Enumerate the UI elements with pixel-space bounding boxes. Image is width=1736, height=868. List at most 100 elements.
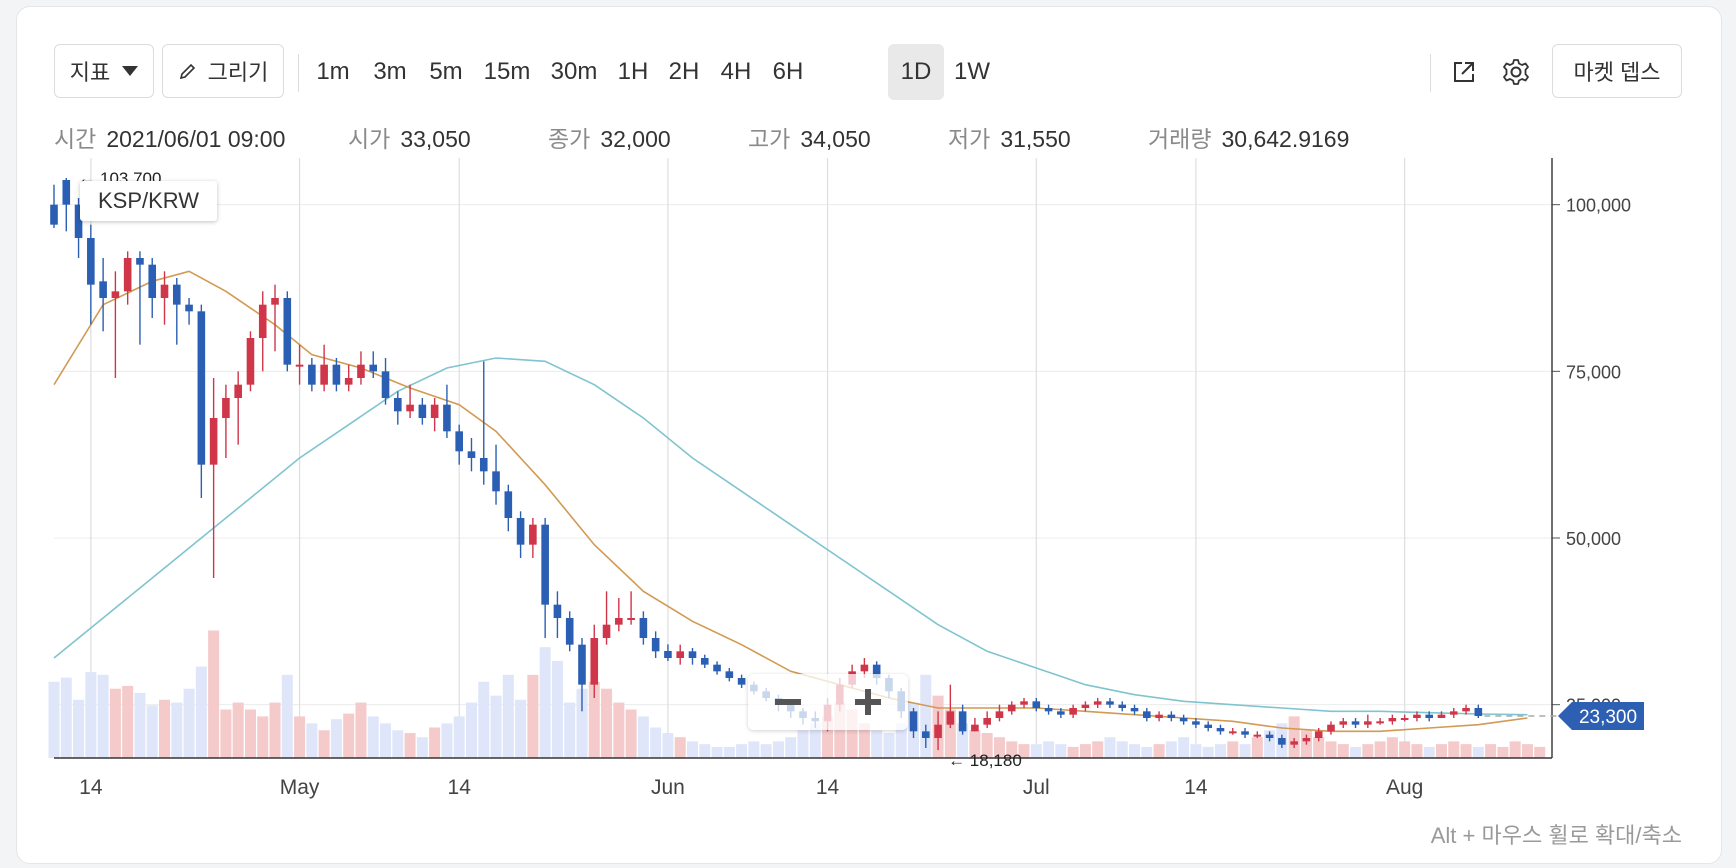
info-low-label: 저가 (948, 126, 991, 152)
info-close-value: 32,000 (600, 126, 671, 152)
candle-body (222, 398, 230, 418)
x-tick-label: 14 (79, 776, 103, 799)
timeframe-15m[interactable]: 15m (474, 44, 540, 100)
volume-bar (404, 733, 416, 758)
candle-body (1364, 721, 1372, 725)
info-volume-label: 거래량 (1148, 126, 1212, 152)
timeframe-1m[interactable]: 1m (304, 44, 362, 100)
candle-body (1278, 738, 1286, 745)
timeframe-6h[interactable]: 6H (762, 44, 814, 100)
candle-body (676, 651, 685, 658)
volume-bar (1043, 741, 1055, 758)
volume-bar (944, 709, 956, 758)
candle-body (295, 364, 304, 367)
zoom-out-button[interactable] (758, 680, 818, 724)
draw-button[interactable]: 그리기 (162, 44, 284, 98)
volume-bar (1055, 744, 1067, 758)
ma-long-line (53, 357, 1528, 716)
candle-body (1290, 741, 1298, 745)
volume-bar (785, 737, 797, 758)
candle-body (1167, 714, 1176, 718)
candle-body (1327, 724, 1335, 732)
volume-bar (60, 677, 72, 758)
market-depth-button[interactable]: 마켓 뎁스 (1552, 44, 1682, 98)
candle-body (725, 671, 734, 678)
candle-body (111, 291, 120, 298)
timeframe-label: 2H (668, 58, 700, 85)
volume-bar (1497, 746, 1509, 758)
x-tick-label: 14 (1184, 776, 1208, 799)
candle-body (1425, 714, 1434, 718)
volume-bar (1325, 741, 1337, 758)
info-high-label: 고가 (748, 126, 791, 152)
candle-body (1376, 721, 1384, 724)
volume-bar (772, 741, 784, 758)
volume-bar (846, 709, 858, 758)
gear-icon (1503, 59, 1529, 85)
volume-bar (1362, 744, 1374, 758)
volume-bar (1374, 741, 1386, 758)
candle-body (381, 371, 390, 398)
candle-body (504, 491, 513, 518)
volume-bar (355, 702, 367, 758)
y-tick-label: 75,000 (1566, 362, 1621, 382)
indicator-button[interactable]: 지표 (54, 44, 154, 98)
timeframe-30m[interactable]: 30m (540, 44, 608, 100)
zoom-in-button[interactable] (838, 680, 898, 724)
volume-bar (576, 688, 588, 758)
timeframe-1h[interactable]: 1H (608, 44, 658, 100)
candle-body (713, 664, 721, 672)
timeframe-label: 6H (772, 58, 804, 85)
candle-body (209, 418, 218, 465)
volume-bar (699, 744, 711, 758)
timeframe-label: 3m (373, 58, 407, 85)
volume-bar (551, 660, 563, 758)
candle-body (320, 364, 328, 385)
current-price-tag (1558, 702, 1644, 730)
candle-body (553, 604, 562, 618)
volume-bar (1350, 746, 1362, 758)
timeframe-4h[interactable]: 4H (710, 44, 762, 100)
timeframe-1w[interactable]: 1W (944, 44, 1000, 100)
popout-button[interactable] (1444, 52, 1484, 92)
volume-bar (736, 744, 748, 758)
volume-bar (564, 702, 576, 758)
candle-body (185, 304, 193, 312)
candle-body (271, 298, 279, 305)
volume-bar (1448, 741, 1460, 758)
timeframe-2h[interactable]: 2H (658, 44, 710, 100)
timeframe-1d[interactable]: 1D (888, 44, 944, 100)
volume-bar (527, 674, 539, 758)
volume-bar (441, 723, 453, 758)
volume-bar (502, 674, 514, 758)
settings-button[interactable] (1496, 52, 1536, 92)
volume-bar (613, 702, 625, 758)
candle-body (1118, 704, 1127, 708)
x-tick-label: Jun (651, 776, 685, 799)
timeframe-3m[interactable]: 3m (362, 44, 418, 100)
candle-body (1057, 711, 1065, 715)
minus-icon (775, 699, 801, 705)
candle-body (1241, 731, 1249, 735)
volume-bar (1411, 744, 1423, 758)
candle-body (492, 471, 500, 492)
candle-body (62, 180, 71, 205)
x-tick-label: 14 (448, 776, 472, 799)
timeframe-5m[interactable]: 5m (418, 44, 474, 100)
candle-body (308, 364, 316, 385)
volume-bar (1534, 746, 1546, 758)
candle-body (50, 204, 58, 225)
volume-bar (109, 688, 121, 758)
pair-label: KSP/KRW (80, 181, 218, 221)
zoom-controls (748, 674, 908, 730)
candle-body (1437, 714, 1446, 718)
volume-bar (1460, 744, 1472, 758)
info-open-value: 33,050 (400, 126, 471, 152)
candle-body (172, 284, 181, 305)
candle-body (639, 618, 648, 638)
candle-body (615, 618, 623, 625)
pencil-icon (179, 63, 195, 80)
volume-bar (588, 681, 600, 758)
candle-body (1400, 718, 1409, 720)
